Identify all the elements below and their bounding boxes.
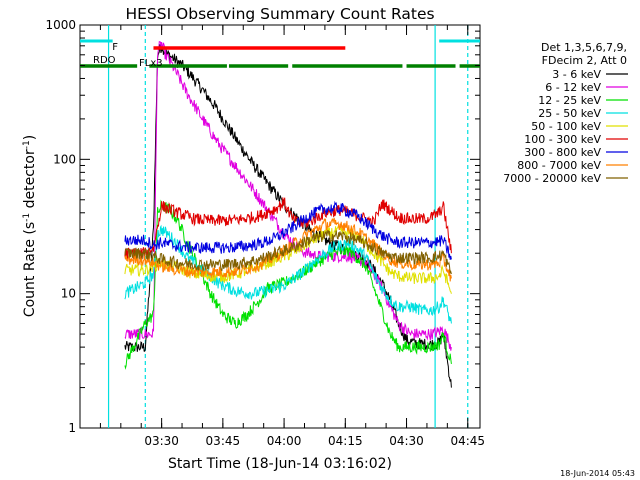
flag-label-1: RDO [93,55,116,66]
y-axis-label: Count Rate (s-1 detector-1) [22,135,38,317]
legend-label-4: 50 - 100 keV [531,120,601,133]
legend-label-3: 25 - 50 keV [538,107,601,120]
series-line-2 [124,199,452,370]
series-line-1 [124,40,452,351]
x-tick-label-2: 04:00 [267,434,302,448]
markers-text: FLx3 [139,58,163,69]
y-label-part-0: Count Rate (s [22,222,38,317]
x-tick-label-4: 04:30 [389,434,424,448]
chart-title: HESSI Observing Summary Count Rates [125,5,434,23]
y-tick-label-2: 100 [53,152,76,166]
series-lines [124,40,452,388]
y-tick-label-3: 1000 [45,18,76,32]
x-tick-label-5: 04:45 [450,434,485,448]
y-tick-label-1: 10 [61,287,76,301]
x-axis-label: Start Time (18-Jun-14 03:16:02) [168,456,392,472]
series-line-5 [124,197,452,260]
footer-date: 18-Jun-2014 05:43 [560,469,635,478]
background-markers [107,25,469,428]
plot-frame [79,24,481,429]
x-tick-label-0: 03:30 [144,434,179,448]
y-label-part-4: ) [22,135,38,140]
legend-header-0: Det 1,3,5,6,7,9, [541,41,627,54]
series-line-8 [124,229,452,275]
x-tick-label-3: 04:15 [328,434,363,448]
legend-label-2: 12 - 25 keV [538,94,601,107]
legend-header-1: FDecim 2, Att 0 [542,54,627,67]
legend-label-8: 7000 - 20000 keV [503,172,601,185]
y-label-part-1: -1 [22,213,32,222]
legend-label-7: 800 - 7000 keV [517,159,601,172]
legend-label-6: 300 - 800 keV [524,146,601,159]
legend: Det 1,3,5,6,7,9,FDecim 2, Att 03 - 6 keV… [503,41,628,185]
y-tick-label-0: 1 [68,421,76,435]
axes: 1 10 100 1000 03:30 03:45 04:00 04:15 04:30 04:45 [45,18,485,448]
x-tick-label-1: 03:45 [206,434,241,448]
legend-label-1: 6 - 12 keV [545,81,601,94]
y-label-part-3: -1 [22,140,32,149]
flag-label-0: F [112,42,118,53]
series-line-6 [124,200,452,260]
y-label-part-2: detector [22,149,38,213]
legend-label-5: 100 - 300 keV [524,133,601,146]
flag-bars: F RDO [80,39,480,68]
legend-label-0: 3 - 6 keV [552,68,601,81]
